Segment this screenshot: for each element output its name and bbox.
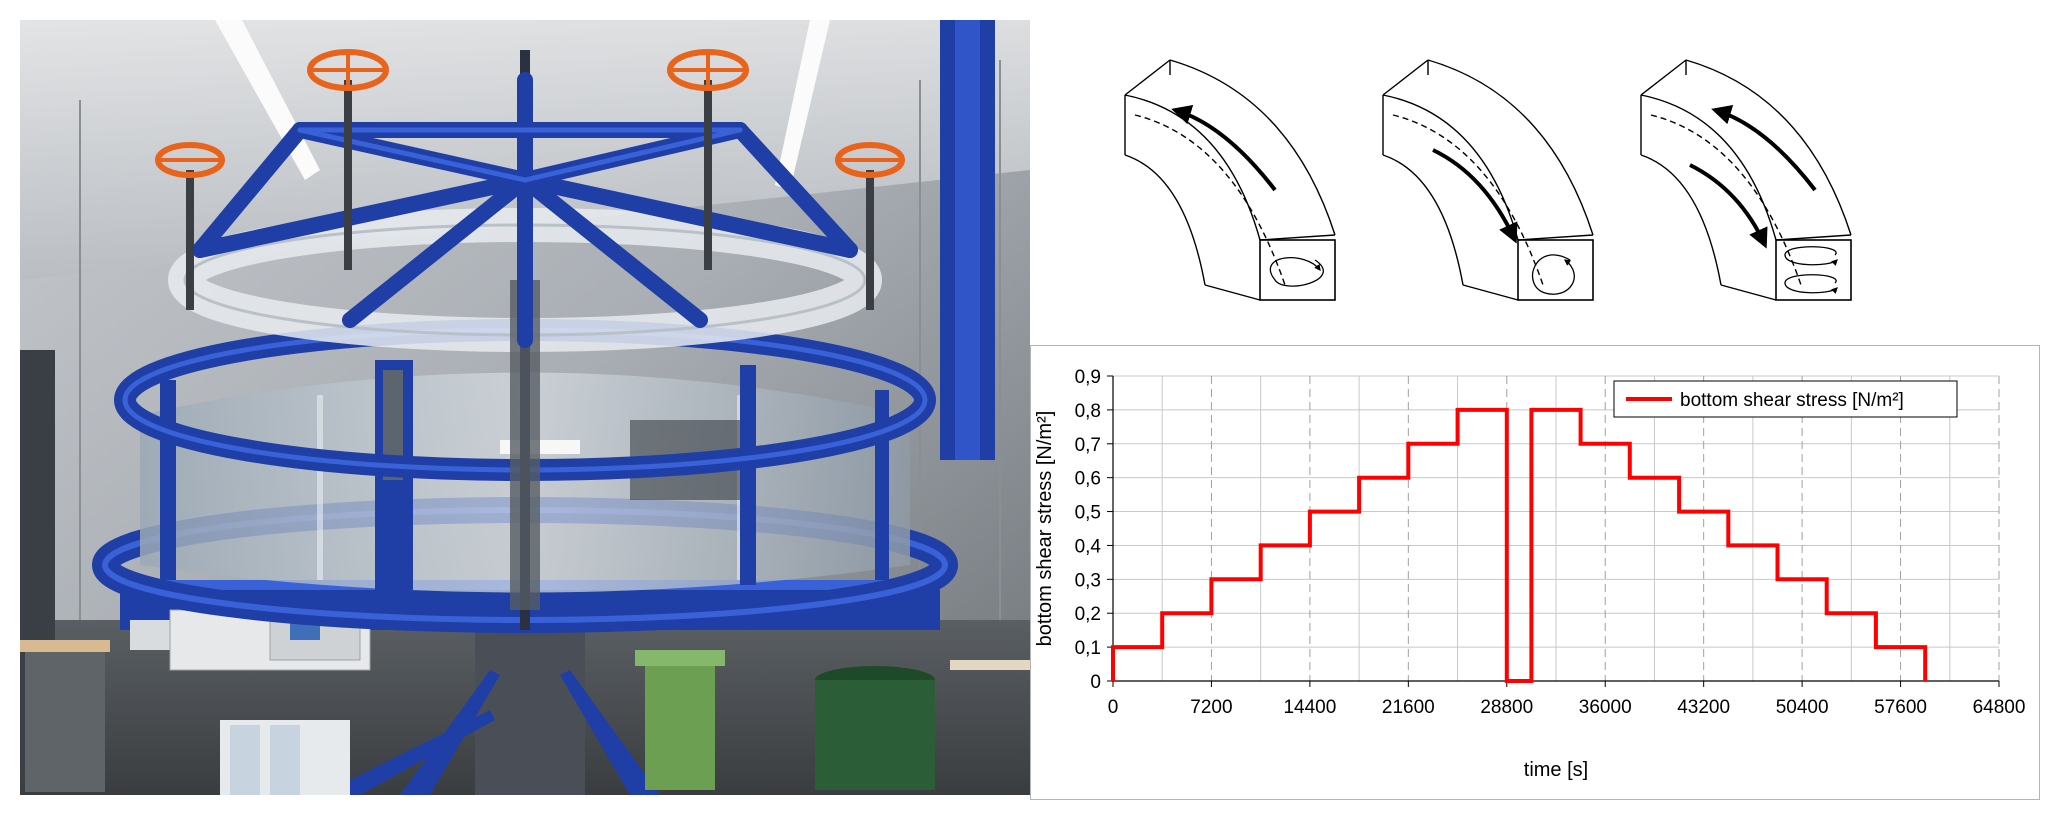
secondary-flow-schematic — [1124, 59, 1852, 301]
shear-stress-chart: 0 7200 14400 21600 28800 36000 43200 50400 57600… — [1034, 367, 2026, 781]
chart-grid — [1113, 375, 2000, 681]
x-axis-ticks: 0 7200 14400 21600 28800 36000 43200 50400 57600… — [1108, 681, 2026, 718]
x-tick-label: 50400 — [1776, 697, 1829, 718]
y-tick-label: 0,7 — [1075, 435, 1101, 456]
y-tick-label: 0,3 — [1075, 570, 1101, 591]
y-tick-label: 0,4 — [1075, 536, 1102, 557]
annular-flume-illustration — [20, 20, 1030, 795]
y-tick-label: 0 — [1090, 672, 1101, 693]
y-axis-label: bottom shear stress [N/m²] — [1034, 411, 1056, 647]
y-tick-label: 0,2 — [1075, 604, 1101, 625]
y-axis-ticks: 0 0,1 0,2 0,3 0,4 0,5 0,6 0,7 0,8 0,9 — [1075, 367, 1113, 693]
x-tick-label: 0 — [1108, 697, 1119, 718]
y-tick-label: 0,6 — [1075, 469, 1101, 490]
x-axis-label: time [s] — [1524, 759, 1588, 781]
series-line-bottom-shear-stress — [1111, 407, 1928, 683]
x-tick-label: 43200 — [1677, 697, 1730, 718]
x-tick-label: 64800 — [1973, 697, 2026, 718]
channel-diagram-2 — [1382, 59, 1594, 301]
x-tick-label: 21600 — [1382, 697, 1435, 718]
y-tick-label: 0,5 — [1075, 503, 1101, 524]
x-tick-label: 36000 — [1579, 697, 1632, 718]
chart-legend: bottom shear stress [N/m²] — [1613, 380, 1958, 418]
x-tick-label: 28800 — [1480, 697, 1533, 718]
y-tick-label: 0,9 — [1075, 367, 1101, 388]
x-tick-label: 7200 — [1190, 697, 1232, 718]
secondary-flow-diagrams — [1115, 55, 1935, 315]
shear-stress-chart-panel: 0 7200 14400 21600 28800 36000 43200 50400 57600… — [1030, 345, 2040, 800]
x-tick-label: 14400 — [1283, 697, 1336, 718]
y-tick-label: 0,1 — [1075, 638, 1101, 659]
chart-series — [1111, 407, 1928, 683]
channel-diagram-1 — [1124, 59, 1336, 301]
channel-diagram-3 — [1640, 59, 1852, 301]
y-tick-label: 0,8 — [1075, 401, 1101, 422]
annular-flume-photo — [20, 20, 1030, 795]
x-tick-label: 57600 — [1874, 697, 1927, 718]
legend-label: bottom shear stress [N/m²] — [1680, 390, 1904, 411]
